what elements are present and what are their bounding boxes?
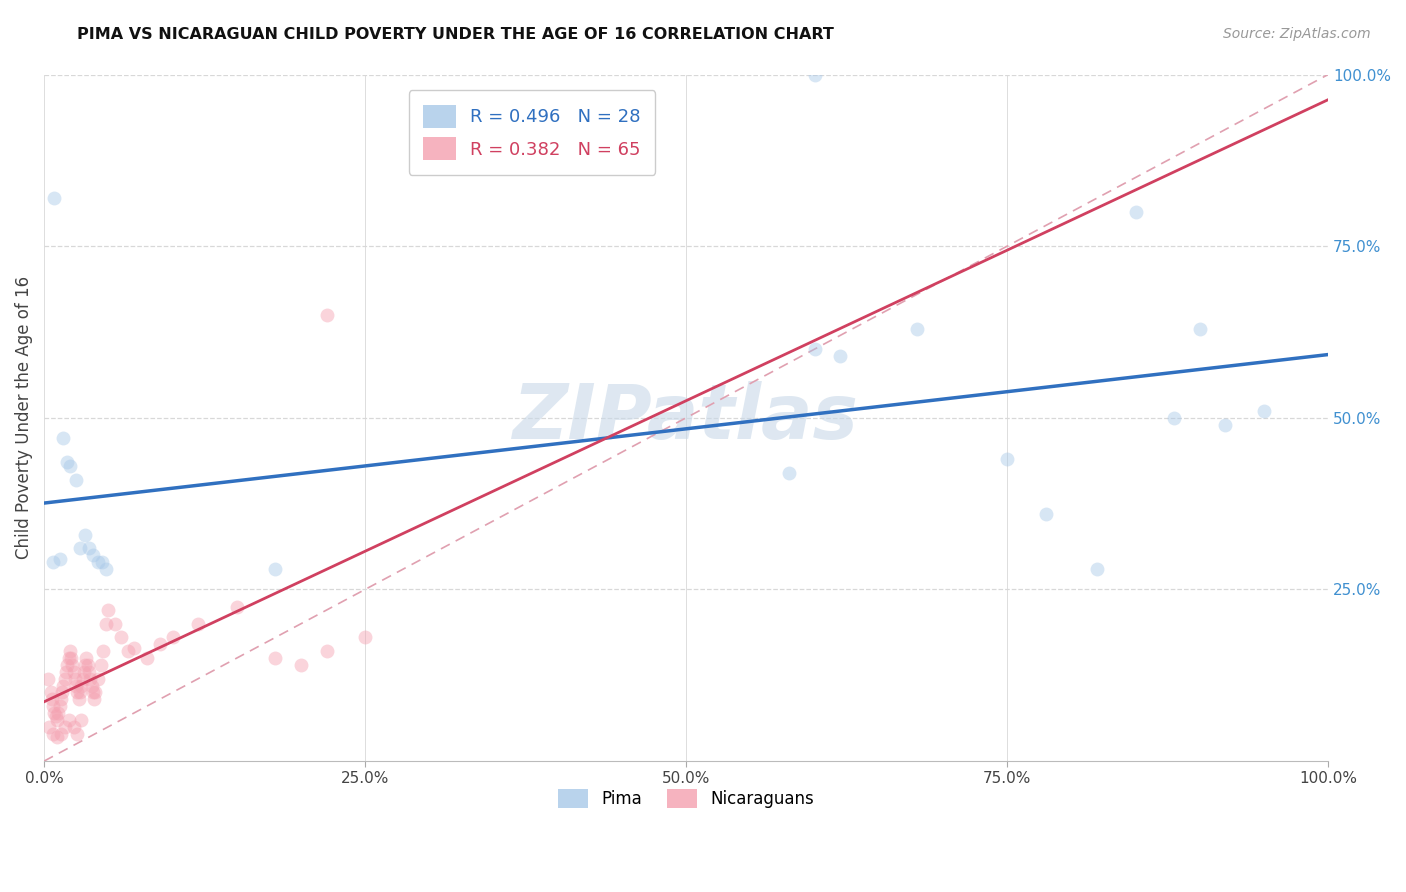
Point bbox=[46, 706, 69, 720]
Point bbox=[1085, 562, 1108, 576]
Point bbox=[60, 651, 83, 665]
Point bbox=[72, 672, 94, 686]
Point bbox=[45, 709, 67, 723]
Point bbox=[51, 685, 73, 699]
Point bbox=[44, 191, 66, 205]
Point bbox=[1163, 410, 1185, 425]
Point bbox=[42, 555, 65, 569]
Point bbox=[87, 672, 110, 686]
Point bbox=[66, 685, 89, 699]
Point bbox=[187, 616, 209, 631]
Point bbox=[59, 458, 82, 473]
Point bbox=[76, 651, 98, 665]
Point bbox=[76, 657, 98, 672]
Point bbox=[290, 657, 312, 672]
Point bbox=[82, 685, 104, 699]
Point bbox=[91, 644, 114, 658]
Point bbox=[69, 541, 91, 556]
Point bbox=[65, 473, 87, 487]
Point bbox=[354, 631, 377, 645]
Point bbox=[65, 679, 87, 693]
Point bbox=[42, 726, 65, 740]
Point bbox=[315, 308, 337, 322]
Point bbox=[80, 679, 103, 693]
Point bbox=[778, 466, 800, 480]
Point bbox=[87, 555, 110, 569]
Point bbox=[264, 562, 287, 576]
Point bbox=[75, 657, 97, 672]
Point bbox=[52, 431, 75, 445]
Point bbox=[264, 651, 287, 665]
Point bbox=[84, 685, 107, 699]
Point bbox=[82, 548, 104, 562]
Point bbox=[46, 730, 69, 744]
Point bbox=[55, 665, 77, 679]
Point bbox=[117, 644, 139, 658]
Point bbox=[79, 672, 101, 686]
Point bbox=[149, 637, 172, 651]
Point bbox=[315, 644, 337, 658]
Point bbox=[77, 541, 100, 556]
Point bbox=[58, 713, 80, 727]
Point bbox=[67, 692, 90, 706]
Point bbox=[803, 342, 825, 356]
Text: ZIPatlas: ZIPatlas bbox=[513, 381, 859, 455]
Point bbox=[1215, 417, 1237, 432]
Point bbox=[73, 665, 96, 679]
Point bbox=[52, 679, 75, 693]
Text: Source: ZipAtlas.com: Source: ZipAtlas.com bbox=[1223, 27, 1371, 41]
Point bbox=[995, 452, 1018, 467]
Point bbox=[905, 321, 928, 335]
Point bbox=[1035, 507, 1057, 521]
Point bbox=[56, 455, 79, 469]
Text: PIMA VS NICARAGUAN CHILD POVERTY UNDER THE AGE OF 16 CORRELATION CHART: PIMA VS NICARAGUAN CHILD POVERTY UNDER T… bbox=[77, 27, 834, 42]
Point bbox=[41, 692, 63, 706]
Point bbox=[83, 692, 105, 706]
Point bbox=[56, 657, 79, 672]
Point bbox=[1253, 404, 1275, 418]
Point bbox=[69, 685, 91, 699]
Legend: Pima, Nicaraguans: Pima, Nicaraguans bbox=[551, 782, 821, 814]
Point bbox=[38, 720, 60, 734]
Point bbox=[58, 651, 80, 665]
Point bbox=[39, 685, 62, 699]
Point bbox=[135, 651, 157, 665]
Point bbox=[225, 599, 247, 614]
Point bbox=[48, 699, 70, 714]
Point bbox=[44, 706, 66, 720]
Point bbox=[62, 720, 84, 734]
Point bbox=[60, 657, 83, 672]
Point bbox=[42, 699, 65, 714]
Point bbox=[70, 679, 93, 693]
Point bbox=[90, 555, 112, 569]
Point bbox=[49, 726, 72, 740]
Y-axis label: Child Poverty Under the Age of 16: Child Poverty Under the Age of 16 bbox=[15, 277, 32, 559]
Point bbox=[803, 68, 825, 82]
Point bbox=[75, 527, 97, 541]
Point bbox=[94, 562, 117, 576]
Point bbox=[70, 713, 93, 727]
Point bbox=[90, 657, 112, 672]
Point bbox=[53, 720, 76, 734]
Point bbox=[110, 631, 132, 645]
Point bbox=[63, 672, 86, 686]
Point bbox=[97, 603, 120, 617]
Point bbox=[48, 551, 70, 566]
Point bbox=[62, 665, 84, 679]
Point bbox=[1125, 204, 1147, 219]
Point bbox=[104, 616, 127, 631]
Point bbox=[1188, 321, 1211, 335]
Point bbox=[49, 692, 72, 706]
Point bbox=[53, 672, 76, 686]
Point bbox=[94, 616, 117, 631]
Point bbox=[37, 672, 59, 686]
Point bbox=[162, 631, 184, 645]
Point bbox=[830, 349, 852, 363]
Point bbox=[77, 665, 100, 679]
Point bbox=[66, 726, 89, 740]
Point bbox=[46, 713, 69, 727]
Point bbox=[59, 644, 82, 658]
Point bbox=[122, 640, 145, 655]
